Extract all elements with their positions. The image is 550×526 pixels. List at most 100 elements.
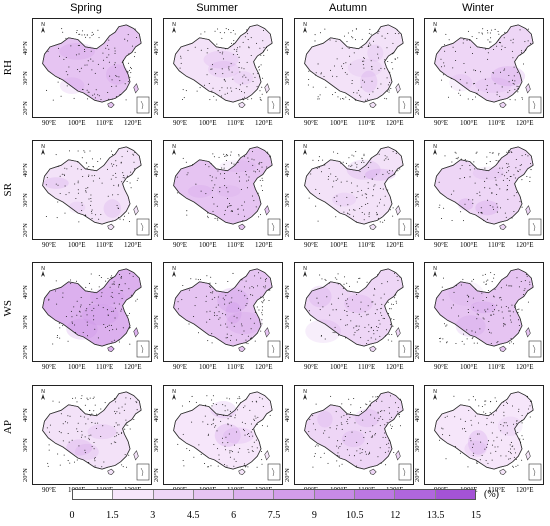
china-map: N: [433, 22, 542, 114]
lat-label: 30°N: [22, 193, 29, 207]
north-arrow-icon: N: [433, 266, 437, 277]
map-panel-rh-autumn: N: [294, 18, 414, 118]
colorbar-bin: [153, 490, 194, 499]
north-arrow-icon: N: [41, 144, 45, 155]
map-panel-ws-autumn: N: [294, 262, 414, 362]
map-panel-ws-summer: N: [163, 262, 283, 362]
map-panel-ap-summer: N: [163, 385, 283, 485]
map-panel-ws-spring: N: [32, 262, 152, 362]
china-map: N: [172, 144, 281, 236]
lon-label: 100°E: [199, 119, 217, 127]
lat-label: 20°N: [22, 345, 29, 359]
map-panel-rh-summer: N: [163, 18, 283, 118]
lon-label: 110°E: [358, 241, 376, 249]
colorbar-tick-label: 12: [390, 510, 401, 521]
lat-label: 30°N: [284, 71, 291, 85]
lat-label: 30°N: [414, 193, 421, 207]
china-map: N: [303, 389, 412, 481]
lat-label: 30°N: [414, 438, 421, 452]
lon-label: 100°E: [68, 241, 86, 249]
north-arrow-icon: N: [433, 389, 437, 400]
lat-label: 20°N: [153, 468, 160, 482]
lon-label: 120°E: [516, 486, 534, 494]
colorbar-bin: [314, 490, 356, 499]
lat-label: 40°N: [153, 41, 160, 55]
lon-label: 100°E: [460, 119, 478, 127]
china-map: N: [303, 266, 412, 358]
lat-label: 40°N: [153, 408, 160, 422]
lat-label: 40°N: [153, 163, 160, 177]
lon-label: 120°E: [255, 363, 273, 371]
lon-label: 120°E: [124, 363, 142, 371]
north-arrow-icon: N: [303, 144, 307, 155]
svg-text:N: N: [303, 389, 307, 395]
colorbar-tick-label: 0: [69, 510, 75, 521]
lat-label: 30°N: [22, 315, 29, 329]
lat-label: 20°N: [153, 345, 160, 359]
lon-label: 90°E: [173, 241, 188, 249]
lon-label: 90°E: [173, 363, 188, 371]
lat-label: 40°N: [414, 163, 421, 177]
lon-label: 90°E: [42, 119, 57, 127]
season-header-winter: Winter: [462, 2, 494, 14]
lat-label: 40°N: [414, 41, 421, 55]
china-map: N: [172, 389, 281, 481]
svg-text:N: N: [172, 389, 176, 395]
lat-label: 40°N: [414, 285, 421, 299]
lat-label: 30°N: [284, 193, 291, 207]
lon-label: 110°E: [96, 363, 114, 371]
svg-text:N: N: [433, 144, 437, 150]
colorbar-bin: [395, 490, 436, 499]
lon-label: 100°E: [330, 241, 348, 249]
lat-label: 20°N: [414, 223, 421, 237]
svg-text:N: N: [41, 266, 45, 272]
lon-label: 120°E: [124, 241, 142, 249]
colorbar-tick-label: 7.5: [267, 510, 281, 521]
lon-label: 100°E: [68, 119, 86, 127]
colorbar-bin: [435, 490, 475, 499]
china-map: N: [172, 266, 281, 358]
lon-label: 120°E: [386, 241, 404, 249]
china-map: N: [172, 22, 281, 114]
colorbar-tick-label: 1.5: [106, 510, 119, 521]
china-map: N: [303, 144, 412, 236]
map-panel-rh-spring: N: [32, 18, 152, 118]
lon-label: 100°E: [68, 363, 86, 371]
lon-label: 120°E: [516, 119, 534, 127]
lon-label: 120°E: [516, 241, 534, 249]
svg-text:N: N: [41, 22, 45, 28]
colorbar-bin: [234, 490, 275, 499]
north-arrow-icon: N: [172, 22, 176, 33]
lon-label: 90°E: [434, 119, 449, 127]
lon-label: 100°E: [330, 363, 348, 371]
lat-label: 30°N: [22, 438, 29, 452]
map-panel-ap-spring: N: [32, 385, 152, 485]
colorbar-tick-label: 4.5: [186, 510, 200, 521]
svg-text:N: N: [303, 266, 307, 272]
colorbar: [72, 489, 476, 500]
lat-label: 30°N: [153, 193, 160, 207]
map-panel-ap-autumn: N: [294, 385, 414, 485]
china-map: N: [41, 22, 150, 114]
svg-text:N: N: [41, 389, 45, 395]
lat-label: 40°N: [414, 408, 421, 422]
lon-label: 110°E: [227, 363, 245, 371]
row-label-sr: SR: [2, 183, 14, 197]
lon-label: 90°E: [42, 363, 57, 371]
lon-label: 100°E: [330, 119, 348, 127]
lon-label: 120°E: [124, 119, 142, 127]
lat-label: 20°N: [153, 223, 160, 237]
lat-label: 40°N: [284, 408, 291, 422]
row-label-rh: RH: [2, 60, 14, 76]
lat-label: 30°N: [153, 315, 160, 329]
svg-text:N: N: [433, 266, 437, 272]
china-map: N: [433, 389, 542, 481]
lat-label: 20°N: [22, 468, 29, 482]
row-label-ap: AP: [2, 420, 14, 435]
colorbar-tick-label: 15: [471, 510, 481, 521]
svg-text:N: N: [303, 144, 307, 150]
lon-label: 100°E: [460, 241, 478, 249]
colorbar-tick-label: 13.5: [426, 510, 445, 521]
lat-label: 20°N: [22, 223, 29, 237]
svg-text:N: N: [172, 144, 176, 150]
